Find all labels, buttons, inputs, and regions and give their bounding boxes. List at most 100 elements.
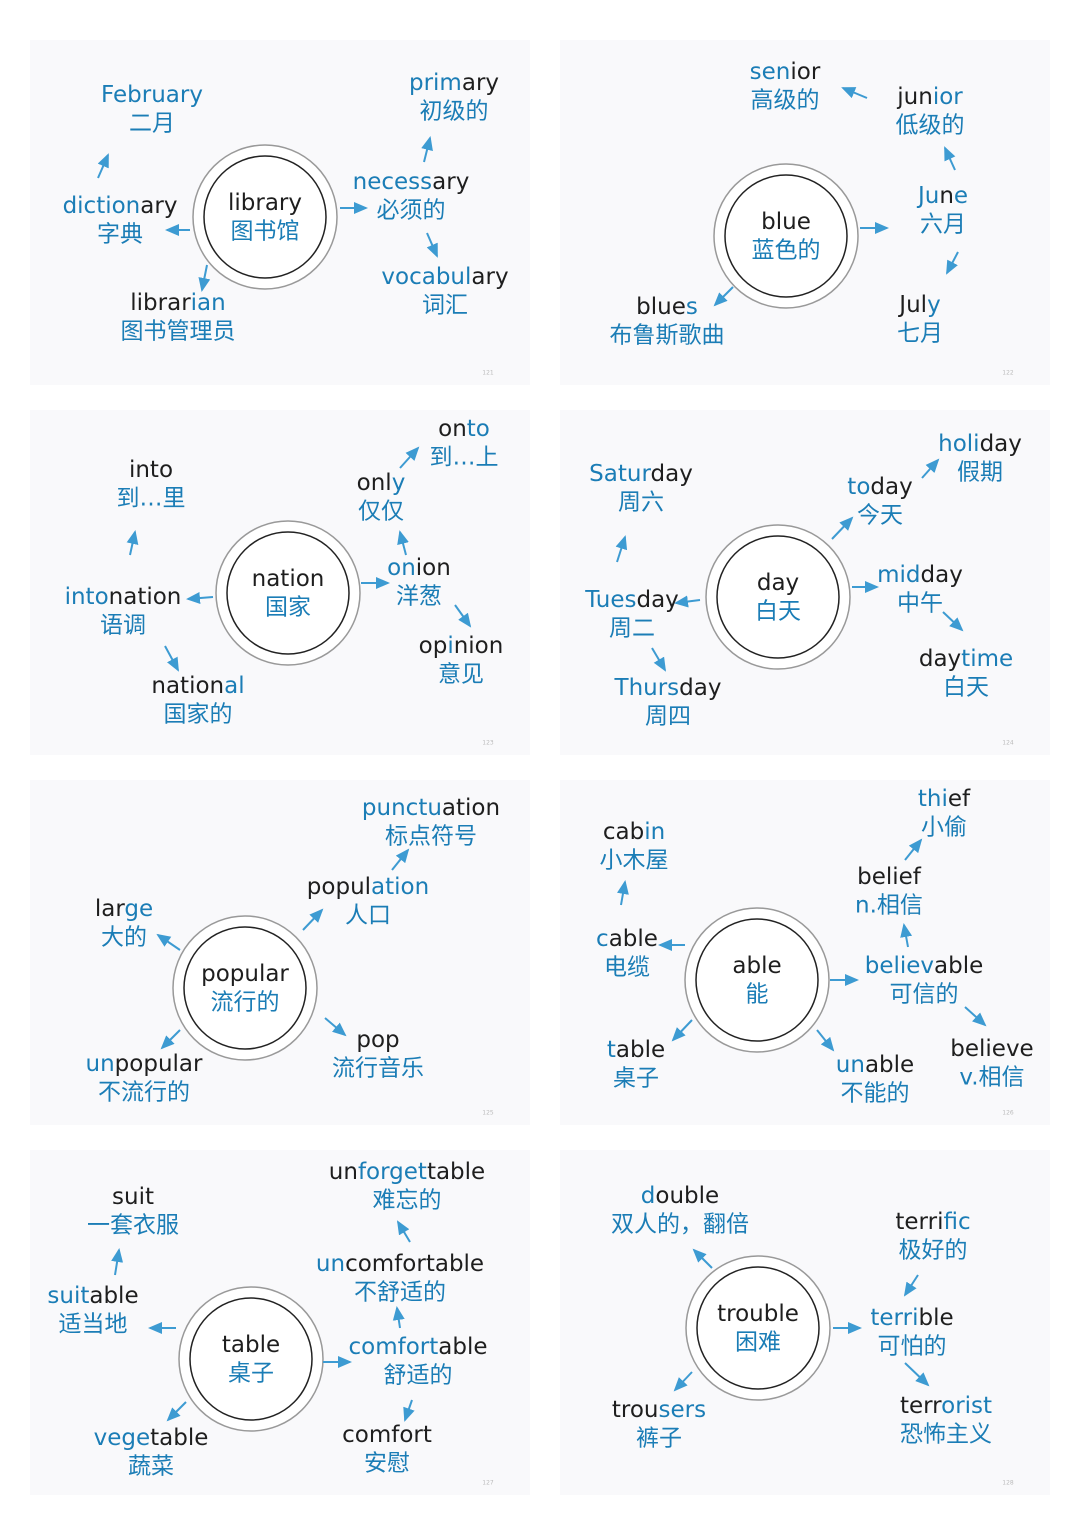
word-part: y [927,292,941,318]
node-word-meaning: 今天 [857,503,903,529]
node-word-meaning: 国家的 [164,702,233,728]
node-word: daytime [919,646,1013,672]
word-part: day [636,587,678,613]
word-part: ation [442,795,500,821]
node-word: comfort [342,1422,432,1448]
arrow [391,848,410,871]
center-word: popular [201,961,289,987]
word-part: ary [140,193,177,219]
word-part: c [596,926,609,952]
inner-ring [695,918,819,1042]
node-word-meaning: 难忘的 [373,1188,442,1214]
word-part: into [65,584,109,610]
arrow [964,1006,987,1027]
word-part: able [865,1052,914,1078]
word-part: prim [409,70,462,96]
arrow [942,611,964,632]
word-part: t [607,1037,616,1063]
arrow [166,1401,187,1422]
node-word-meaning: 电缆 [604,955,650,981]
word-part: library [228,190,302,216]
word-part: Satur [589,461,651,487]
node-word-meaning: 布鲁斯歌曲 [610,323,725,349]
arrow [156,933,181,951]
word-part: able [934,953,983,979]
node-word-meaning: 蔬菜 [128,1454,174,1480]
word-part: Jul [897,292,927,318]
node-word: double [641,1183,719,1209]
node-word: uncomfortable [316,1251,484,1277]
arrow [900,923,913,948]
node-word: unforgettable [329,1159,485,1185]
center-word: trouble [717,1301,799,1327]
arrow [403,1399,415,1422]
word-part: popul [307,874,371,900]
outer-ring [172,915,318,1061]
word-part: day [757,570,799,596]
word-part: punctu [362,795,442,821]
node-word: comfortable [349,1334,488,1360]
arrow [903,1274,919,1297]
node-word-meaning: 周四 [645,704,691,730]
inner-ring [183,926,307,1050]
node-word: June [916,183,968,209]
node-word: cabin [603,819,665,845]
word-part: y [392,470,406,496]
word-part: jun [896,84,933,110]
word-part: vege [94,1425,151,1451]
arrow [831,516,854,540]
word-part: i [447,633,453,659]
node-word-meaning: 周六 [618,490,664,516]
node-word-meaning: 语调 [100,613,146,639]
arrow [392,1306,405,1329]
word-part: terri [895,1209,943,1235]
word-part: ouble [655,1183,719,1209]
word-part: ian [191,290,226,316]
node-word-meaning: 小偷 [921,815,967,841]
word-part: diction [63,193,141,219]
word-part: lar [95,896,125,922]
outer-ring [685,1255,831,1401]
arrow [421,136,433,163]
word-part: pop [356,1027,399,1053]
node-word: opinion [419,633,504,659]
center-word: day [757,570,799,596]
word-part: un [86,1051,115,1077]
inner-ring [716,535,840,659]
page-number: 125 [482,1110,494,1117]
word-part: popular [201,961,289,987]
word-part: able [609,926,658,952]
arrow [324,1017,347,1037]
word-part: librar [130,290,191,316]
word-part: able [616,1037,665,1063]
arrow [397,530,409,556]
node-word: suitable [47,1283,138,1309]
node-word: national [151,673,244,699]
word-part: ation [371,874,429,900]
node-word-meaning: 流行音乐 [332,1056,424,1082]
page-number: 126 [1002,1110,1014,1117]
center-word-meaning: 图书馆 [231,219,300,245]
node-word: dictionary [63,193,178,219]
center-word-meaning: 流行的 [211,990,280,1016]
word-part: day [921,562,963,588]
node-word-meaning: 意见 [438,662,484,688]
word-part: suit [47,1283,89,1309]
node-word: holiday [938,431,1022,457]
word-part: able [438,1334,487,1360]
inner-ring [189,1297,313,1421]
arrow [921,458,940,479]
word-part: terri [870,1305,918,1331]
node-word: cable [596,926,658,952]
word-part: orist [941,1393,992,1419]
word-part: comfortable [345,1251,484,1277]
word-part: table [222,1332,280,1358]
arrow [160,1029,181,1050]
word-part: comfort [342,1422,432,1448]
page-number: 124 [1002,740,1014,747]
word-part: ary [471,264,508,290]
node-word-meaning: 洋葱 [396,584,442,610]
arrow [186,592,214,605]
arrow [904,1362,930,1387]
outer-ring [192,144,338,290]
